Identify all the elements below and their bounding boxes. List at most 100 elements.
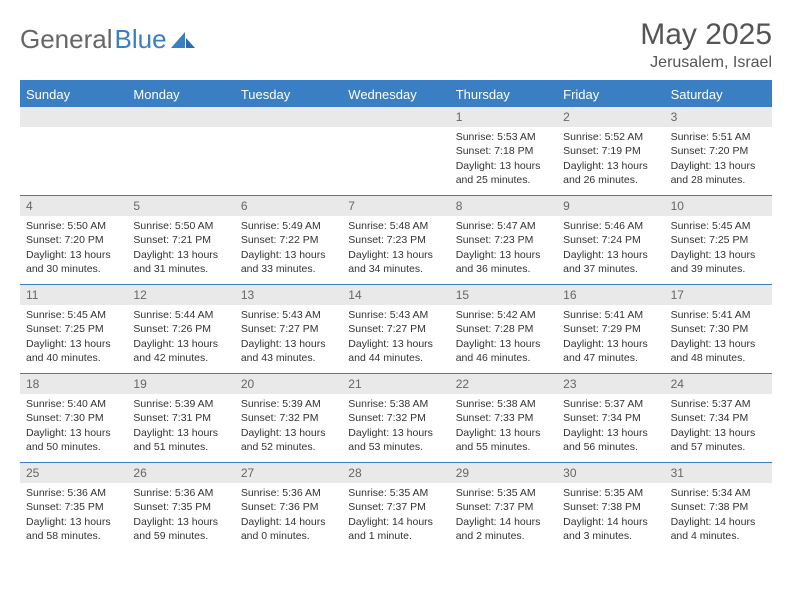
calendar-week: 11Sunrise: 5:45 AMSunset: 7:25 PMDayligh… — [20, 284, 772, 373]
sunrise-line: Sunrise: 5:49 AM — [241, 219, 336, 233]
daylight-line: Daylight: 13 hours and 55 minutes. — [456, 426, 551, 454]
day-details: Sunrise: 5:36 AMSunset: 7:35 PMDaylight:… — [20, 483, 127, 549]
day-header-cell: Saturday — [665, 82, 772, 107]
sunrise-line: Sunrise: 5:42 AM — [456, 308, 551, 322]
day-details: Sunrise: 5:38 AMSunset: 7:33 PMDaylight:… — [450, 394, 557, 460]
sunset-line: Sunset: 7:21 PM — [133, 233, 228, 247]
calendar-cell: 6 Sunrise: 5:49 AMSunset: 7:22 PMDaylight… — [235, 196, 342, 284]
daylight-line: Daylight: 13 hours and 43 minutes. — [241, 337, 336, 365]
calendar-cell: 30Sunrise: 5:35 AMSunset: 7:38 PMDayligh… — [557, 463, 664, 551]
day-details: Sunrise: 5:53 AMSunset: 7:18 PMDaylight:… — [450, 127, 557, 193]
day-details: Sunrise: 5:47 AMSunset: 7:23 PMDaylight:… — [450, 216, 557, 282]
calendar-week: 18Sunrise: 5:40 AMSunset: 7:30 PMDayligh… — [20, 373, 772, 462]
calendar-cell: 19Sunrise: 5:39 AMSunset: 7:31 PMDayligh… — [127, 374, 234, 462]
sunset-line: Sunset: 7:22 PM — [241, 233, 336, 247]
daylight-line: Daylight: 13 hours and 48 minutes. — [671, 337, 766, 365]
calendar-cell: 4Sunrise: 5:50 AMSunset: 7:20 PMDaylight… — [20, 196, 127, 284]
day-number: 22 — [450, 374, 557, 394]
sunrise-line: Sunrise: 5:50 AM — [26, 219, 121, 233]
day-number: 2 — [557, 107, 664, 127]
day-number: 13 — [235, 285, 342, 305]
day-number: 15 — [450, 285, 557, 305]
day-number: 20 — [235, 374, 342, 394]
sunrise-line: Sunrise: 5:35 AM — [456, 486, 551, 500]
calendar-week: 1Sunrise: 5:53 AMSunset: 7:18 PMDaylight… — [20, 107, 772, 195]
day-details: Sunrise: 5:44 AMSunset: 7:26 PMDaylight:… — [127, 305, 234, 371]
day-number: 16 — [557, 285, 664, 305]
sunset-line: Sunset: 7:20 PM — [26, 233, 121, 247]
calendar-cell: 18Sunrise: 5:40 AMSunset: 7:30 PMDayligh… — [20, 374, 127, 462]
sunrise-line: Sunrise: 5:41 AM — [563, 308, 658, 322]
day-header-cell: Monday — [127, 82, 234, 107]
day-details: Sunrise: 5:39 AMSunset: 7:32 PMDaylight:… — [235, 394, 342, 460]
day-number: 11 — [20, 285, 127, 305]
day-details: Sunrise: 5:37 AMSunset: 7:34 PMDaylight:… — [665, 394, 772, 460]
calendar-cell: 2Sunrise: 5:52 AMSunset: 7:19 PMDaylight… — [557, 107, 664, 195]
daylight-line: Daylight: 13 hours and 53 minutes. — [348, 426, 443, 454]
sunrise-line: Sunrise: 5:47 AM — [456, 219, 551, 233]
daylight-line: Daylight: 13 hours and 26 minutes. — [563, 159, 658, 187]
calendar-cell — [20, 107, 127, 195]
day-details: Sunrise: 5:42 AMSunset: 7:28 PMDaylight:… — [450, 305, 557, 371]
sunrise-line: Sunrise: 5:41 AM — [671, 308, 766, 322]
day-number: 26 — [127, 463, 234, 483]
sunset-line: Sunset: 7:18 PM — [456, 144, 551, 158]
day-details: Sunrise: 5:35 AMSunset: 7:37 PMDaylight:… — [342, 483, 449, 549]
calendar-cell: 24Sunrise: 5:37 AMSunset: 7:34 PMDayligh… — [665, 374, 772, 462]
day-number: 21 — [342, 374, 449, 394]
sunset-line: Sunset: 7:38 PM — [563, 500, 658, 514]
calendar-cell: 25Sunrise: 5:36 AMSunset: 7:35 PMDayligh… — [20, 463, 127, 551]
sunrise-line: Sunrise: 5:50 AM — [133, 219, 228, 233]
day-number: 1 — [450, 107, 557, 127]
day-details: Sunrise: 5:52 AMSunset: 7:19 PMDaylight:… — [557, 127, 664, 193]
day-details: Sunrise: 5:40 AMSunset: 7:30 PMDaylight:… — [20, 394, 127, 460]
daylight-line: Daylight: 13 hours and 30 minutes. — [26, 248, 121, 276]
sunset-line: Sunset: 7:23 PM — [348, 233, 443, 247]
daylight-line: Daylight: 14 hours and 2 minutes. — [456, 515, 551, 543]
daylight-line: Daylight: 13 hours and 28 minutes. — [671, 159, 766, 187]
day-details: Sunrise: 5:35 AMSunset: 7:38 PMDaylight:… — [557, 483, 664, 549]
sunset-line: Sunset: 7:34 PM — [671, 411, 766, 425]
calendar-cell: 7Sunrise: 5:48 AMSunset: 7:23 PMDaylight… — [342, 196, 449, 284]
calendar-cell: 31Sunrise: 5:34 AMSunset: 7:38 PMDayligh… — [665, 463, 772, 551]
sunrise-line: Sunrise: 5:35 AM — [348, 486, 443, 500]
sunset-line: Sunset: 7:29 PM — [563, 322, 658, 336]
day-details: Sunrise: 5:38 AMSunset: 7:32 PMDaylight:… — [342, 394, 449, 460]
sunset-line: Sunset: 7:31 PM — [133, 411, 228, 425]
daylight-line: Daylight: 13 hours and 47 minutes. — [563, 337, 658, 365]
daylight-line: Daylight: 13 hours and 25 minutes. — [456, 159, 551, 187]
calendar-cell — [342, 107, 449, 195]
day-details: Sunrise: 5:35 AMSunset: 7:37 PMDaylight:… — [450, 483, 557, 549]
empty-day — [342, 107, 449, 127]
calendar-cell: 13Sunrise: 5:43 AMSunset: 7:27 PMDayligh… — [235, 285, 342, 373]
calendar-cell: 23Sunrise: 5:37 AMSunset: 7:34 PMDayligh… — [557, 374, 664, 462]
sunrise-line: Sunrise: 5:36 AM — [133, 486, 228, 500]
day-header-row: SundayMondayTuesdayWednesdayThursdayFrid… — [20, 82, 772, 107]
sunset-line: Sunset: 7:33 PM — [456, 411, 551, 425]
day-number: 14 — [342, 285, 449, 305]
day-header-cell: Tuesday — [235, 82, 342, 107]
calendar-cell — [235, 107, 342, 195]
calendar-cell: 27Sunrise: 5:36 AMSunset: 7:36 PMDayligh… — [235, 463, 342, 551]
daylight-line: Daylight: 13 hours and 36 minutes. — [456, 248, 551, 276]
day-number: 5 — [127, 196, 234, 216]
calendar-week: 25Sunrise: 5:36 AMSunset: 7:35 PMDayligh… — [20, 462, 772, 551]
day-details: Sunrise: 5:45 AMSunset: 7:25 PMDaylight:… — [665, 216, 772, 282]
day-number: 6 — [235, 196, 342, 216]
sunset-line: Sunset: 7:25 PM — [26, 322, 121, 336]
day-details: Sunrise: 5:36 AMSunset: 7:35 PMDaylight:… — [127, 483, 234, 549]
sunrise-line: Sunrise: 5:37 AM — [671, 397, 766, 411]
day-number: 10 — [665, 196, 772, 216]
daylight-line: Daylight: 13 hours and 33 minutes. — [241, 248, 336, 276]
daylight-line: Daylight: 13 hours and 59 minutes. — [133, 515, 228, 543]
month-title: May 2025 — [640, 18, 772, 52]
day-number: 24 — [665, 374, 772, 394]
sunset-line: Sunset: 7:35 PM — [133, 500, 228, 514]
day-header-cell: Wednesday — [342, 82, 449, 107]
sunset-line: Sunset: 7:19 PM — [563, 144, 658, 158]
calendar-cell: 11Sunrise: 5:45 AMSunset: 7:25 PMDayligh… — [20, 285, 127, 373]
sunrise-line: Sunrise: 5:45 AM — [671, 219, 766, 233]
calendar-cell — [127, 107, 234, 195]
daylight-line: Daylight: 13 hours and 37 minutes. — [563, 248, 658, 276]
day-details: Sunrise: 5:51 AMSunset: 7:20 PMDaylight:… — [665, 127, 772, 193]
